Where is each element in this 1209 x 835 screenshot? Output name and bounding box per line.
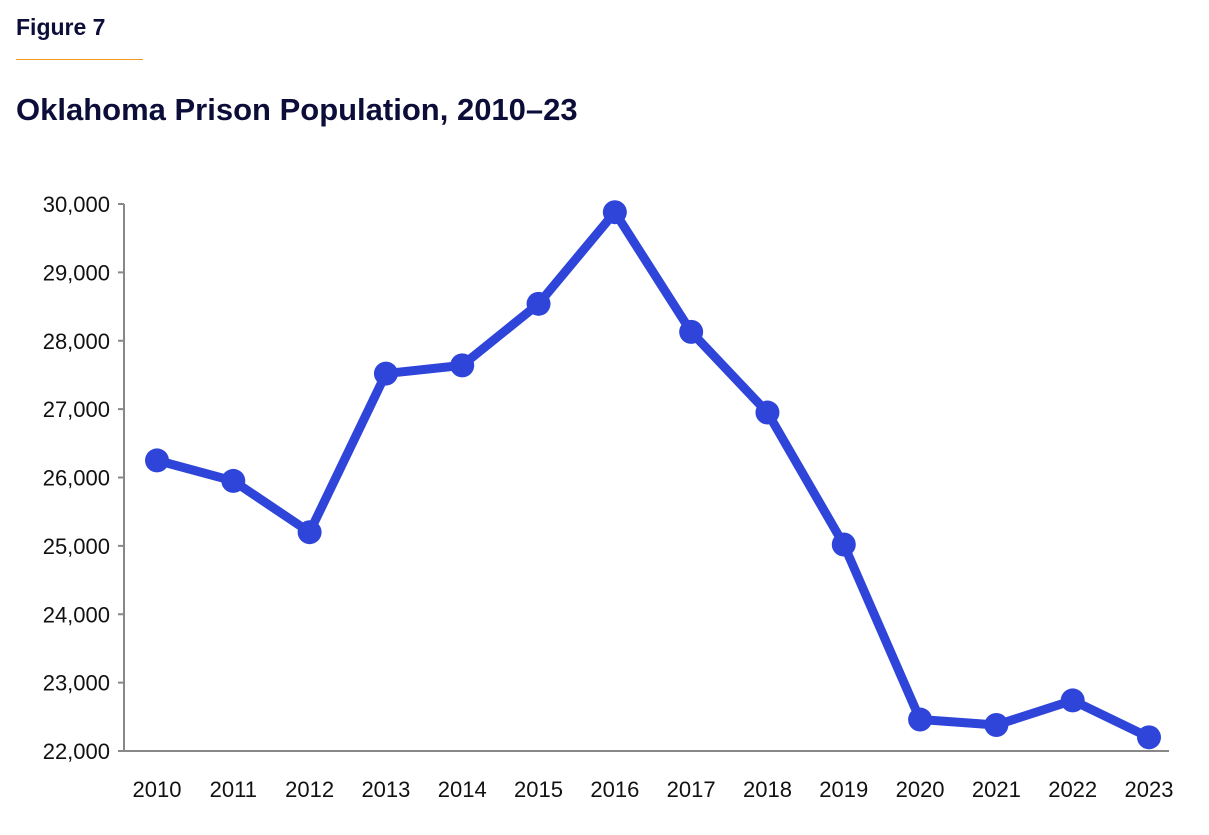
y-tick-label: 22,000 xyxy=(43,739,110,764)
x-tick-label: 2020 xyxy=(896,777,945,802)
x-tick-label: 2022 xyxy=(1048,777,1097,802)
figure-label-underline xyxy=(16,59,143,60)
y-tick-label: 25,000 xyxy=(43,534,110,559)
chart-title: Oklahoma Prison Population, 2010–23 xyxy=(16,92,578,127)
data-point xyxy=(831,532,856,557)
data-point xyxy=(297,520,322,545)
y-tick-label: 30,000 xyxy=(43,192,110,217)
x-tick-label: 2021 xyxy=(972,777,1021,802)
x-tick-label: 2017 xyxy=(667,777,716,802)
data-point xyxy=(450,353,475,378)
y-tick-label: 26,000 xyxy=(43,466,110,491)
data-point xyxy=(679,319,704,344)
x-tick-label: 2013 xyxy=(361,777,410,802)
x-tick-label: 2019 xyxy=(819,777,868,802)
data-point xyxy=(145,448,169,473)
x-tick-label: 2011 xyxy=(210,777,257,802)
data-point xyxy=(1137,725,1161,750)
data-point xyxy=(526,291,551,316)
series-line xyxy=(152,207,1154,742)
x-tick-label: 2018 xyxy=(743,777,792,802)
data-point xyxy=(908,707,933,732)
data-point xyxy=(221,468,246,493)
y-tick-label: 27,000 xyxy=(43,397,110,422)
data-point xyxy=(984,713,1009,738)
x-tick-label: 2010 xyxy=(133,777,182,802)
data-point xyxy=(1060,688,1085,713)
x-tick-label: 2014 xyxy=(438,777,487,802)
y-tick-label: 23,000 xyxy=(43,671,110,696)
data-point xyxy=(373,361,398,386)
data-point xyxy=(602,200,627,225)
y-tick-label: 28,000 xyxy=(43,329,110,354)
y-tick-label: 24,000 xyxy=(43,602,110,627)
data-point xyxy=(755,400,780,425)
x-tick-label: 2016 xyxy=(590,777,639,802)
figure-label: Figure 7 xyxy=(16,14,106,40)
y-tick-label: 29,000 xyxy=(43,260,110,285)
x-tick-label: 2023 xyxy=(1125,777,1174,802)
x-tick-label: 2015 xyxy=(514,777,563,802)
x-tick-label: 2012 xyxy=(285,777,334,802)
